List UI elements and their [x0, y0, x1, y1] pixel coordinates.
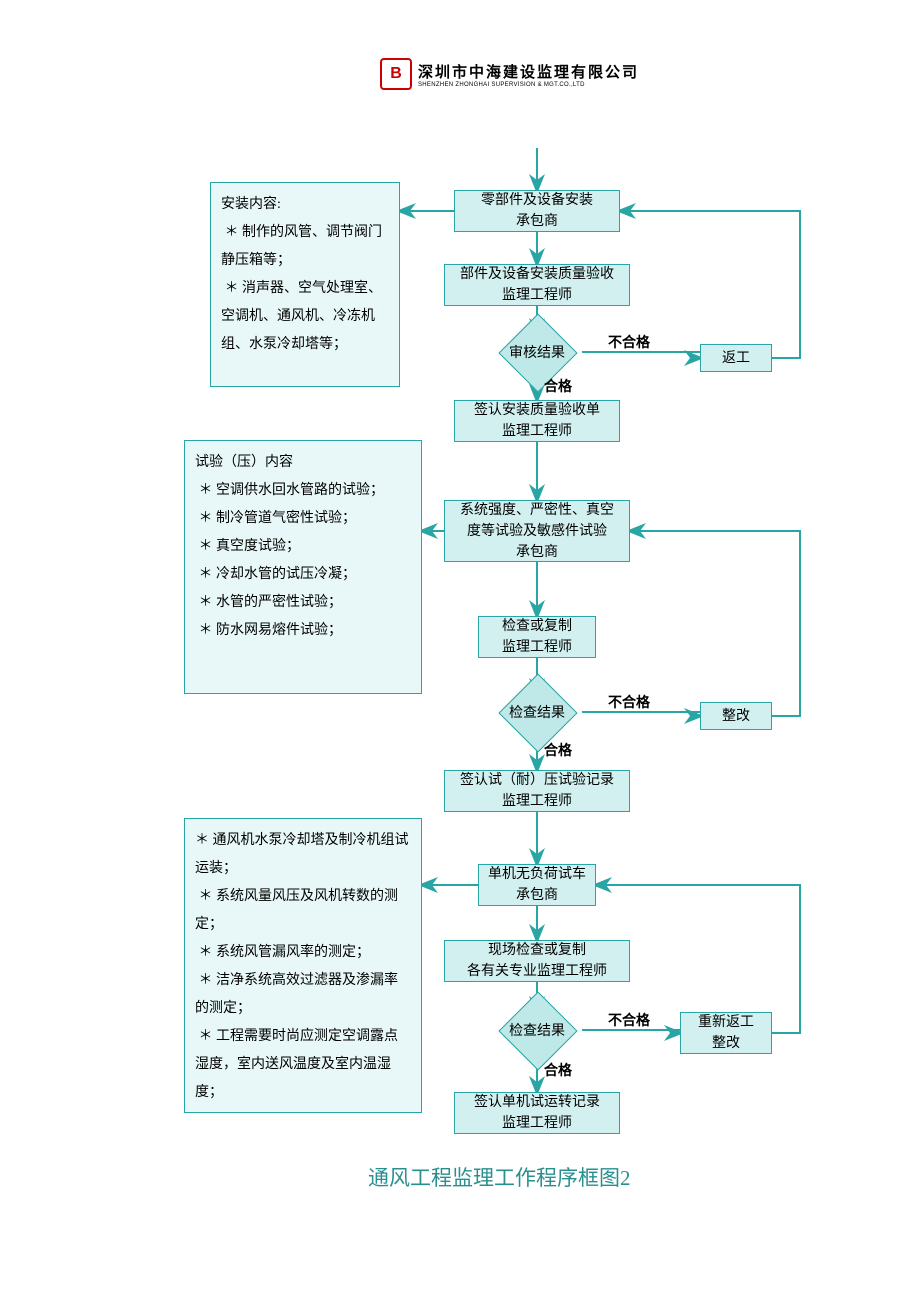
process-box-b11-line: 重新返工: [698, 1012, 754, 1033]
edge-label-f1: 不合格: [608, 332, 650, 352]
edge-12: [630, 531, 800, 716]
logo-letter: B: [390, 65, 402, 83]
process-box-b5-line: 度等试验及敏感件试验: [467, 521, 607, 542]
process-box-b6: 检查或复制监理工程师: [478, 616, 596, 658]
decision-d3-label: 检查结果: [509, 1020, 565, 1040]
logo-icon: B: [380, 58, 412, 90]
process-box-b2-line: 监理工程师: [502, 285, 572, 306]
company-name-cn: 深圳市中海建设监理有限公司: [418, 61, 639, 82]
process-box-b9-line: 承包商: [516, 885, 558, 906]
process-box-b12-line: 签认单机试运转记录: [474, 1092, 600, 1113]
process-box-b1: 零部件及设备安装承包商: [454, 190, 620, 232]
header: B 深圳市中海建设监理有限公司 SHENZHEN ZHONGHAI SUPERV…: [380, 58, 639, 90]
process-box-b10: 现场检查或复制各有关专业监理工程师: [444, 940, 630, 982]
process-box-b4-line: 签认安装质量验收单: [474, 400, 600, 421]
decision-d2-label: 检查结果: [509, 702, 565, 722]
decision-d3: 检查结果: [492, 1012, 582, 1048]
process-box-b4: 签认安装质量验收单监理工程师: [454, 400, 620, 442]
process-box-b2: 部件及设备安装质量验收监理工程师: [444, 264, 630, 306]
process-box-b3: 返工: [700, 344, 772, 372]
side-note-s2: 试验（压）内容 ＊ 空调供水回水管路的试验； ＊ 制冷管道气密性试验； ＊ 真空…: [184, 440, 422, 694]
side-note-s1: 安装内容: ＊ 制作的风管、调节阀门静压箱等； ＊ 消声器、空气处理室、空调机、…: [210, 182, 400, 387]
page: B 深圳市中海建设监理有限公司 SHENZHEN ZHONGHAI SUPERV…: [0, 0, 920, 1303]
process-box-b12: 签认单机试运转记录监理工程师: [454, 1092, 620, 1134]
process-box-b5-line: 承包商: [516, 542, 558, 563]
process-box-b12-line: 监理工程师: [502, 1113, 572, 1134]
process-box-b8-line: 签认试（耐）压试验记录: [460, 770, 614, 791]
process-box-b8-line: 监理工程师: [502, 791, 572, 812]
process-box-b10-line: 现场检查或复制: [488, 940, 586, 961]
company-name-en: SHENZHEN ZHONGHAI SUPERVISION & MGT.CO.,…: [418, 82, 639, 88]
process-box-b9: 单机无负荷试车承包商: [478, 864, 596, 906]
process-box-b9-line: 单机无负荷试车: [488, 864, 586, 885]
edge-label-p2: 合格: [544, 740, 572, 760]
process-box-b6-line: 监理工程师: [502, 637, 572, 658]
process-box-b11-line: 整改: [712, 1033, 740, 1054]
process-box-b11: 重新返工整改: [680, 1012, 772, 1054]
process-box-b5: 系统强度、严密性、真空度等试验及敏感件试验承包商: [444, 500, 630, 562]
process-box-b4-line: 监理工程师: [502, 421, 572, 442]
company-block: 深圳市中海建设监理有限公司 SHENZHEN ZHONGHAI SUPERVIS…: [418, 61, 639, 88]
decision-d2: 检查结果: [492, 694, 582, 730]
edge-label-f3: 不合格: [608, 1010, 650, 1030]
decision-d1-label: 审核结果: [509, 342, 565, 362]
process-box-b1-line: 零部件及设备安装: [481, 190, 593, 211]
process-box-b6-line: 检查或复制: [502, 616, 572, 637]
process-box-b8: 签认试（耐）压试验记录监理工程师: [444, 770, 630, 812]
process-box-b7: 整改: [700, 702, 772, 730]
process-box-b7-line: 整改: [722, 706, 750, 727]
process-box-b1-line: 承包商: [516, 211, 558, 232]
edge-label-p3: 合格: [544, 1060, 572, 1080]
process-box-b10-line: 各有关专业监理工程师: [467, 961, 607, 982]
side-note-s3: ＊ 通风机水泵冷却塔及制冷机组试运装； ＊ 系统风量风压及风机转数的测定； ＊ …: [184, 818, 422, 1113]
process-box-b2-line: 部件及设备安装质量验收: [460, 264, 614, 285]
edge-label-p1: 合格: [544, 376, 572, 396]
edge-label-f2: 不合格: [608, 692, 650, 712]
process-box-b3-line: 返工: [722, 348, 750, 369]
figure-caption: 通风工程监理工作程序框图2: [368, 1162, 631, 1192]
decision-d1: 审核结果: [492, 334, 582, 370]
process-box-b5-line: 系统强度、严密性、真空: [460, 500, 614, 521]
